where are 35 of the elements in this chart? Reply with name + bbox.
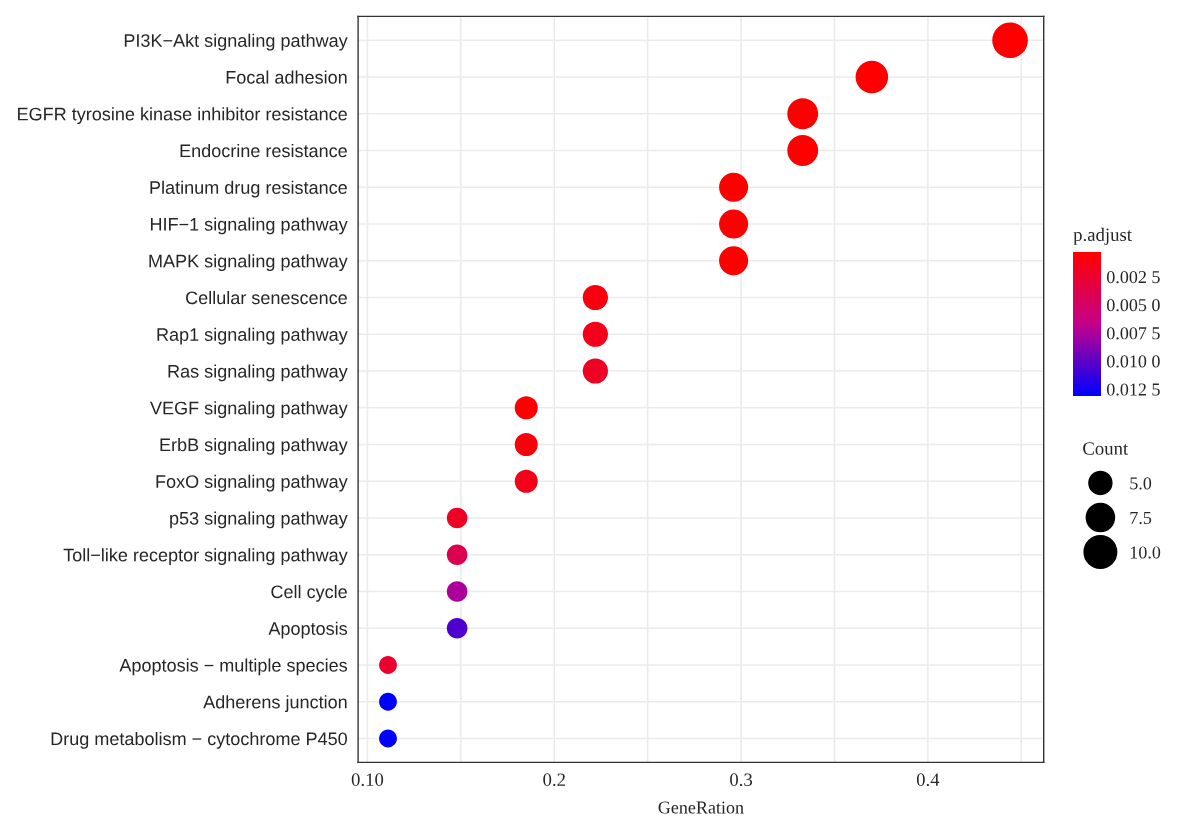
y-tick-label: VEGF signaling pathway [150,401,348,419]
y-tick-label: PI3K−Akt signaling pathway [124,33,348,51]
y-tick-label: FoxO signaling pathway [156,474,348,492]
y-tick-label: Rap1 signaling pathway [157,327,348,345]
x-axis-title: GeneRation [658,801,744,814]
color-bar-label: 0.012 5 [1106,383,1160,396]
y-tick-label: ErbB signaling pathway [160,437,348,455]
y-tick-label: Ras signaling pathway [168,364,348,382]
legend-label: 10.0 [1130,546,1161,559]
y-tick-label: MAPK signaling pathway [149,254,348,272]
legend-title: Count [1083,442,1129,455]
color-bar-label: 0.010 0 [1106,355,1160,368]
color-bar-label: 0.007 5 [1106,327,1160,340]
legend-label: 7.5 [1130,512,1152,525]
x-tick-label: 0.2 [543,773,565,787]
color-bar-label: 0.005 0 [1106,299,1160,312]
y-tick-label: Endocrine resistance [180,143,347,158]
y-tick-label: Cell cycle [271,584,347,602]
y-tick-label: Apoptosis [268,621,348,639]
y-tick-label: Cellular senescence [186,290,347,305]
color-bar-label: 0.002 5 [1106,270,1160,284]
legend-label: 5.0 [1130,477,1152,490]
y-tick-label: EGFR tyrosine kinase inhibitor resistance [18,107,347,125]
y-tick-label: Toll−like receptor signaling pathway [63,548,348,566]
y-tick-label: Apoptosis − multiple species [119,658,348,676]
color-bar-title: p.adjust [1073,227,1132,245]
y-tick-label: HIF−1 signaling pathway [150,217,348,235]
x-tick-label: 0.3 [730,773,753,787]
y-tick-label: Adherens junction [203,695,347,713]
x-tick-label: 0.4 [916,773,940,787]
y-tick-label: Platinum drug resistance [150,180,347,198]
y-tick-label: p53 signaling pathway [170,511,348,529]
y-tick-label: Focal adhesion [226,70,347,84]
x-tick-label: 0.10 [351,773,384,787]
y-tick-label: Drug metabolism − cytochrome P450 [51,731,348,749]
